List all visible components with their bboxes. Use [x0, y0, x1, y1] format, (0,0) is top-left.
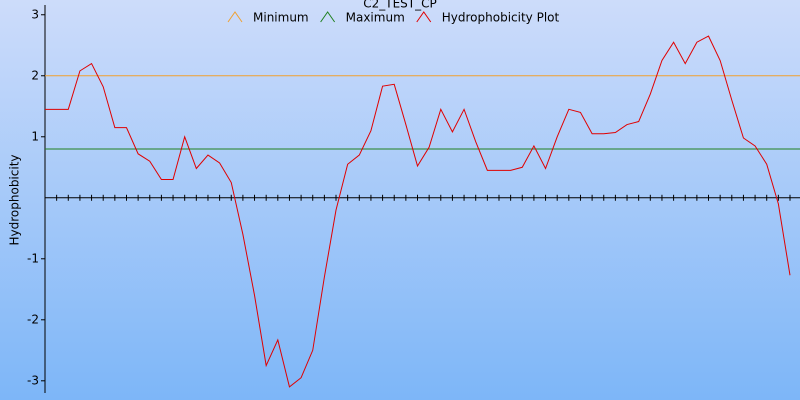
- legend-icon: [227, 11, 243, 23]
- y-tick-label: 3: [31, 7, 39, 21]
- y-tick-label: -3: [27, 373, 39, 387]
- y-tick-label: -2: [27, 312, 39, 326]
- legend-label: Maximum: [346, 11, 405, 25]
- y-axis-label: Hydrophobicity: [8, 154, 22, 245]
- y-tick-label: -1: [27, 251, 39, 265]
- legend-label: Minimum: [253, 11, 309, 25]
- legend-icon: [416, 11, 432, 23]
- y-tick-label: 1: [31, 129, 39, 143]
- y-tick-label: 2: [31, 68, 39, 82]
- chart-title: C2_TEST_CP: [363, 0, 437, 11]
- legend-label: Hydrophobicity Plot: [442, 11, 560, 25]
- data-line: [45, 35, 791, 388]
- legend-icon: [320, 11, 336, 23]
